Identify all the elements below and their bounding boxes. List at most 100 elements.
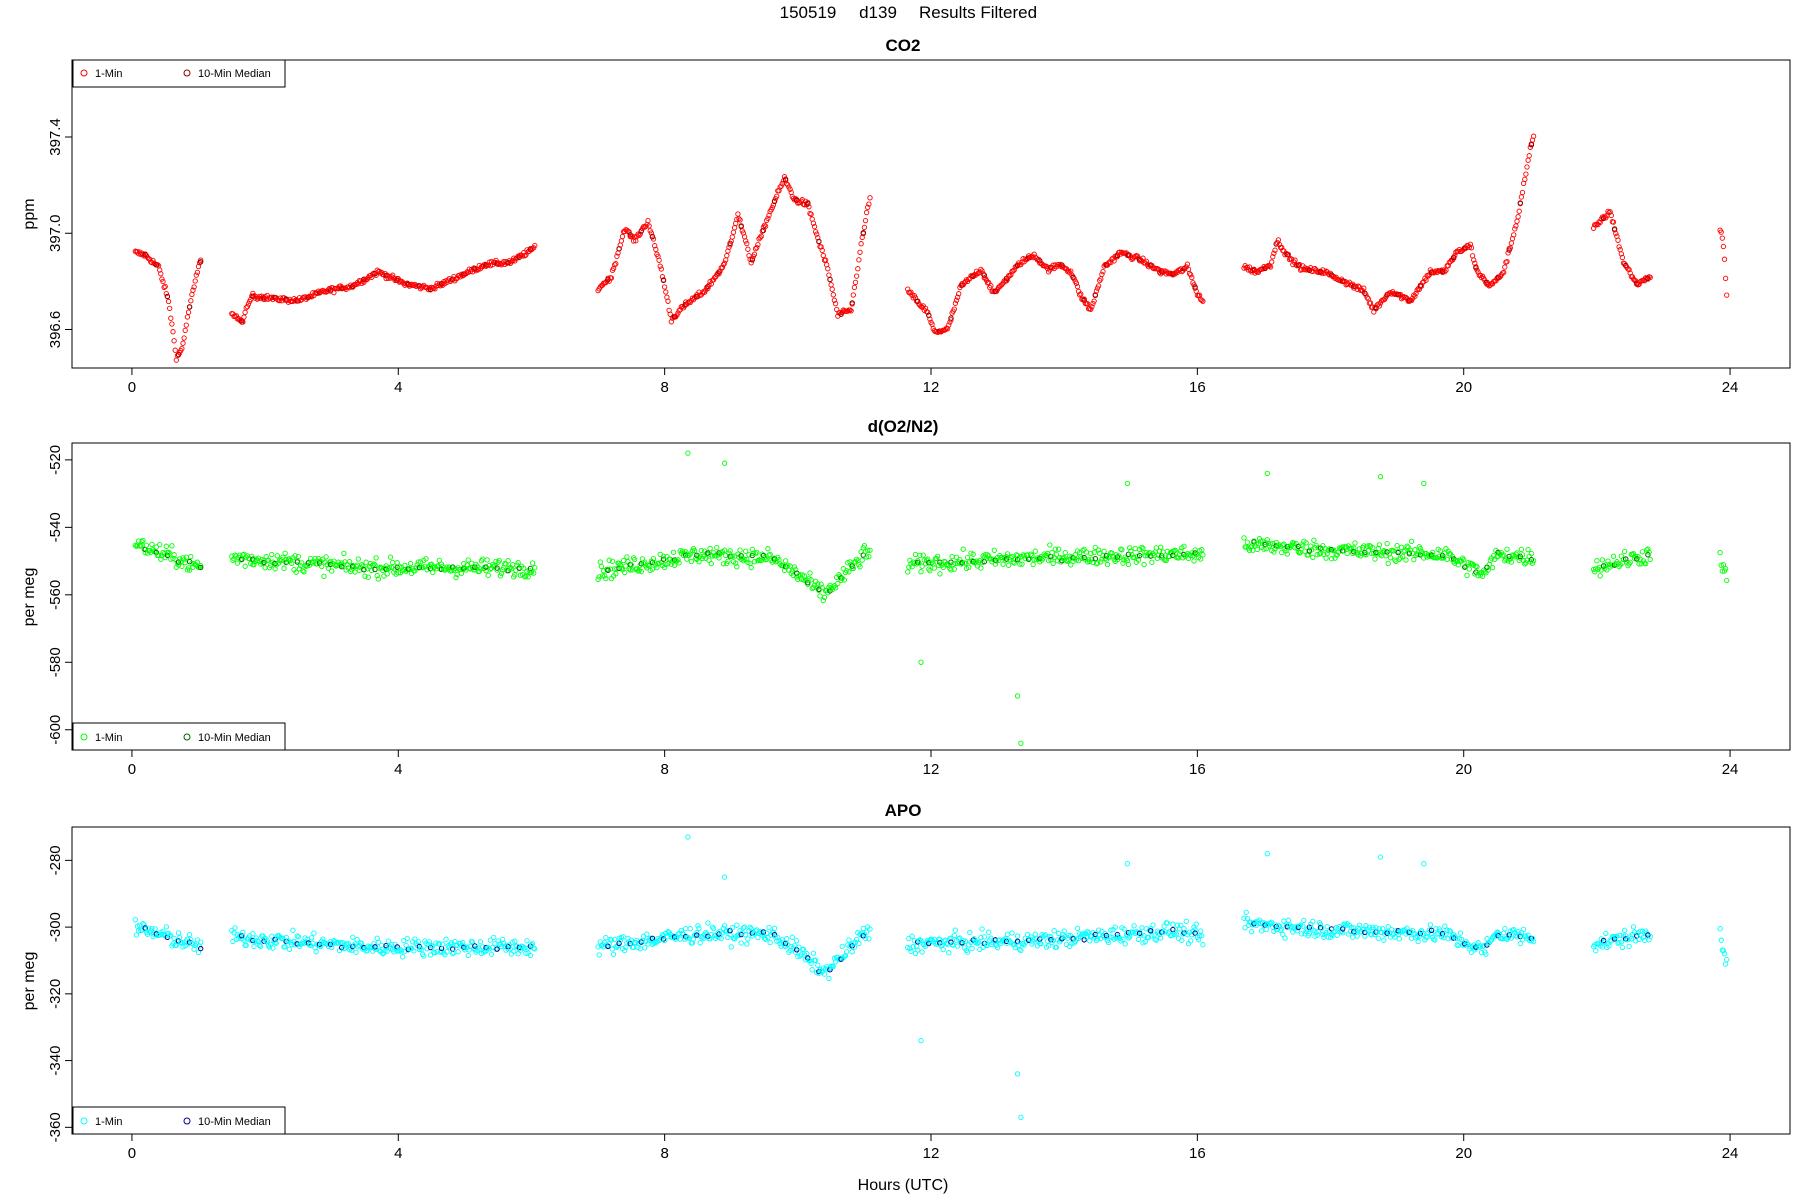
point-1min xyxy=(922,305,929,311)
point-1min xyxy=(376,947,383,953)
point-1min xyxy=(762,223,769,229)
point-1min xyxy=(1336,545,1343,551)
point-1min xyxy=(319,563,325,570)
point-1min xyxy=(765,934,771,941)
point-10min-median xyxy=(694,932,700,938)
point-10min-median xyxy=(483,944,489,951)
point-1min xyxy=(1348,924,1355,931)
point-1min xyxy=(1074,925,1081,932)
point-1min xyxy=(1502,264,1508,270)
panel-co2: CO2 0 4 8 12 16 20 24 396.6 397.0 397.4 ppm 1-Mi… xyxy=(21,36,1791,396)
point-1min xyxy=(287,939,294,945)
point-1min xyxy=(1354,933,1360,939)
point-1min xyxy=(1610,553,1617,559)
point-1min xyxy=(397,947,404,953)
point-1min xyxy=(1018,947,1024,954)
point-1min xyxy=(735,211,741,217)
point-1min xyxy=(822,257,829,263)
point-1min xyxy=(1310,554,1316,561)
point-1min xyxy=(511,255,517,261)
point-1min xyxy=(658,266,664,272)
point-1min xyxy=(1413,934,1419,941)
point-1min xyxy=(1502,925,1508,932)
point-1min xyxy=(188,553,194,560)
point-1min xyxy=(979,268,985,274)
panel-co2-legend-marker-median xyxy=(183,69,191,77)
point-1min xyxy=(733,560,739,566)
point-1min xyxy=(1381,548,1387,554)
point-10min-median xyxy=(1192,285,1198,291)
point-10min-median xyxy=(1528,142,1535,148)
x-tick-label: 0 xyxy=(128,761,136,778)
point-1min xyxy=(190,287,196,293)
point-1min xyxy=(867,926,873,932)
point-1min xyxy=(1721,951,1728,957)
point-1min xyxy=(250,931,256,937)
point-1min xyxy=(774,938,780,944)
point-1min xyxy=(1453,935,1459,941)
point-1min xyxy=(398,948,405,954)
point-1min xyxy=(512,938,518,944)
point-1min xyxy=(649,566,656,572)
point-1min xyxy=(1356,546,1363,552)
x-tick-label: 12 xyxy=(923,379,940,396)
y-tick-label: -580 xyxy=(47,647,64,677)
point-1min xyxy=(648,936,654,943)
point-1min xyxy=(295,298,302,304)
point-1min xyxy=(1139,544,1145,551)
point-1min xyxy=(1292,257,1298,263)
point-1min xyxy=(1146,549,1153,556)
point-1min xyxy=(917,937,923,943)
point-1min xyxy=(863,209,870,216)
point-1min xyxy=(517,572,524,578)
point-1min xyxy=(1361,285,1367,291)
point-10min-median xyxy=(361,566,367,573)
point-1min xyxy=(1720,562,1727,568)
point-1min xyxy=(721,547,728,553)
point-10min-median xyxy=(1192,930,1198,936)
x-tick-label: 24 xyxy=(1722,1145,1739,1162)
point-1min xyxy=(598,563,605,570)
point-1min xyxy=(1011,560,1017,566)
point-1min xyxy=(1457,930,1464,936)
point-1min xyxy=(140,921,146,927)
point-1min xyxy=(155,552,162,558)
point-1min xyxy=(966,564,972,571)
point-1min xyxy=(309,935,315,941)
point-1min xyxy=(256,942,263,948)
point-1min xyxy=(1153,937,1159,943)
point-1min-outlier xyxy=(918,1037,924,1044)
point-1min xyxy=(1128,548,1134,554)
point-1min xyxy=(1525,546,1531,553)
panel-o2n2-y-axis: -600 -580 -560 -540 -520 xyxy=(47,445,72,745)
point-10min-median xyxy=(716,550,722,556)
y-tick-label: -540 xyxy=(47,512,64,542)
panel-apo-title: APO xyxy=(885,801,922,820)
point-1min xyxy=(1720,243,1727,250)
point-1min-outlier xyxy=(1018,740,1024,746)
point-1min xyxy=(865,204,871,210)
point-1min xyxy=(855,266,861,272)
point-1min xyxy=(670,549,677,555)
point-1min xyxy=(908,948,914,955)
point-1min xyxy=(1131,554,1137,561)
x-tick-label: 12 xyxy=(923,1145,940,1162)
point-1min xyxy=(767,939,773,946)
point-1min xyxy=(1241,915,1247,921)
point-1min xyxy=(153,544,159,550)
point-1min xyxy=(1518,546,1525,553)
point-1min xyxy=(1478,949,1485,956)
point-1min xyxy=(614,944,620,950)
point-1min xyxy=(1356,922,1363,928)
point-10min-median xyxy=(948,315,954,321)
point-1min xyxy=(295,553,302,560)
point-1min xyxy=(953,297,960,303)
point-1min xyxy=(636,232,642,239)
point-1min xyxy=(1515,214,1521,220)
point-1min-outlier xyxy=(721,874,728,880)
point-1min xyxy=(268,941,274,948)
point-1min xyxy=(1524,164,1530,170)
point-1min xyxy=(829,286,835,292)
point-1min xyxy=(396,948,403,954)
